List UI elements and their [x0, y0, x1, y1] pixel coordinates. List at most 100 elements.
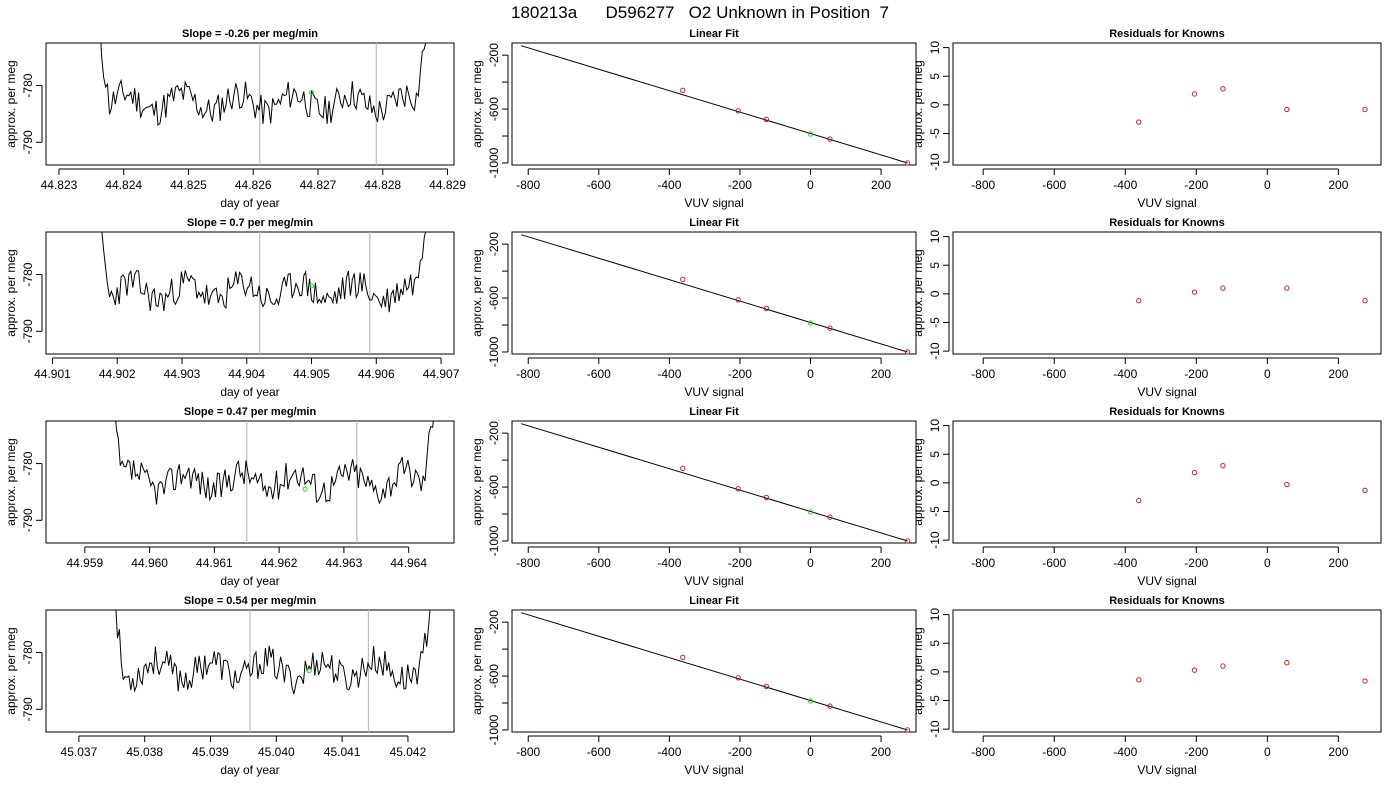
x-tick-label: -200	[1184, 745, 1208, 759]
y-tick-label: -5	[928, 317, 942, 328]
plot-frame	[511, 42, 917, 166]
x-tick-label: -200	[728, 556, 752, 570]
panel-title: Linear Fit	[689, 28, 739, 40]
chart-panel: Residuals for Knowns -800 -600 -400 -200 0 200…	[911, 28, 1382, 210]
x-tick-label: 44.963	[326, 556, 363, 570]
x-tick-label: 200	[871, 556, 891, 570]
x-tick-label: -600	[587, 367, 611, 381]
chart-panel: Linear Fit -800 -600 -400 -200 0 200 VUV signal…	[470, 28, 917, 210]
y-axis-label: approx. per meg	[911, 60, 925, 147]
x-tick-label: -200	[1184, 178, 1208, 192]
y-tick-label: -200	[487, 610, 501, 634]
known-point	[1191, 289, 1198, 295]
x-tick-label: 45.040	[258, 745, 295, 759]
unknown-marker	[309, 89, 315, 95]
known-point	[1220, 462, 1226, 469]
y-tick-label: 10	[928, 419, 942, 433]
plot-frame	[45, 42, 455, 166]
y-tick-label: 0	[928, 668, 942, 675]
known-point	[1136, 119, 1142, 125]
y-tick-label: -5	[928, 506, 942, 517]
x-tick-label: 0	[1264, 745, 1271, 759]
x-tick-label: 44.906	[358, 367, 395, 381]
x-tick-label: 44.829	[429, 178, 466, 192]
x-tick-label: -400	[1113, 367, 1137, 381]
x-axis-label: day of year	[220, 385, 279, 399]
fit-line	[521, 45, 908, 164]
x-tick-label: 44.901	[34, 367, 71, 381]
y-tick-label: -200	[487, 421, 501, 445]
y-tick-label: -5	[928, 695, 942, 706]
y-tick-label: -600	[487, 97, 501, 121]
chart-panel: Slope = 0.7 per meg/min 44.901 44.902 44.90…	[4, 217, 460, 399]
x-axis-label: day of year	[220, 763, 279, 777]
x-tick-label: 0	[807, 556, 814, 570]
x-axis-label: VUV signal	[684, 196, 743, 210]
x-tick-label: -800	[516, 367, 540, 381]
y-tick-label: 0	[928, 101, 942, 108]
known-point	[1362, 487, 1368, 494]
x-tick-label: -600	[587, 745, 611, 759]
plot-frame	[45, 420, 455, 544]
y-tick-label: -780	[21, 640, 35, 664]
x-tick-label: 44.823	[41, 178, 78, 192]
known-point	[1284, 285, 1290, 291]
unknown-point	[807, 698, 814, 704]
x-tick-label: 44.960	[131, 556, 168, 570]
unknown-marker	[306, 668, 312, 674]
plot-frame	[511, 609, 917, 733]
fit-line	[521, 612, 908, 731]
y-tick-label: -1000	[487, 336, 501, 367]
x-tick-label: -200	[728, 367, 752, 381]
x-tick-label: 45.037	[61, 745, 98, 759]
x-axis-label: VUV signal	[1137, 385, 1196, 399]
fit-line	[521, 423, 908, 542]
x-tick-label: 45.042	[390, 745, 427, 759]
known-point	[1284, 481, 1290, 488]
known-point	[827, 514, 833, 520]
x-tick-label: 45.039	[192, 745, 229, 759]
panel-title: Slope = 0.47 per meg/min	[184, 406, 317, 418]
chart-panel: Residuals for Knowns -800 -600 -400 -200 0 200…	[911, 217, 1382, 399]
known-point	[827, 325, 833, 331]
y-tick-label: -780	[21, 73, 35, 97]
y-tick-label: 5	[928, 262, 942, 269]
y-tick-label: -1000	[487, 714, 501, 745]
y-tick-label: 5	[928, 451, 942, 458]
y-tick-label: -600	[487, 664, 501, 688]
x-tick-label: 44.827	[300, 178, 337, 192]
panel-title: Slope = 0.54 per meg/min	[184, 595, 317, 607]
x-tick-label: -400	[657, 367, 681, 381]
x-tick-label: -600	[587, 178, 611, 192]
plot-frame	[511, 231, 917, 355]
x-tick-label: -400	[1113, 556, 1137, 570]
x-tick-label: 44.828	[364, 178, 401, 192]
y-tick-label: -790	[21, 508, 35, 532]
x-tick-label: 44.905	[293, 367, 330, 381]
x-tick-label: 0	[1264, 367, 1271, 381]
x-axis-label: day of year	[220, 196, 279, 210]
panel-title: Residuals for Knowns	[1109, 28, 1225, 40]
y-tick-label: 5	[928, 73, 942, 80]
chart-panel: Slope = -0.26 per meg/min 44.823 44.824 44.…	[4, 28, 466, 210]
y-tick-label: -790	[21, 130, 35, 154]
y-tick-label: -200	[487, 232, 501, 256]
chart-panel: Linear Fit -800 -600 -400 -200 0 200 VUV signal…	[470, 406, 917, 588]
x-tick-label: 44.959	[67, 556, 104, 570]
x-tick-label: 44.902	[99, 367, 136, 381]
signal-trace	[115, 610, 431, 695]
y-tick-label: 5	[928, 640, 942, 647]
known-point	[1191, 667, 1198, 673]
x-tick-label: 0	[807, 178, 814, 192]
known-point	[1362, 106, 1368, 113]
signal-trace	[101, 232, 427, 313]
x-tick-label: -400	[1113, 178, 1137, 192]
x-tick-label: -600	[587, 556, 611, 570]
plot-frame	[952, 231, 1382, 355]
panel-title: Slope = 0.7 per meg/min	[187, 217, 314, 229]
y-tick-label: -600	[487, 286, 501, 310]
y-tick-label: -5	[928, 128, 942, 139]
known-point	[735, 486, 741, 492]
x-tick-label: 44.826	[235, 178, 272, 192]
plot-frame	[952, 42, 1382, 166]
